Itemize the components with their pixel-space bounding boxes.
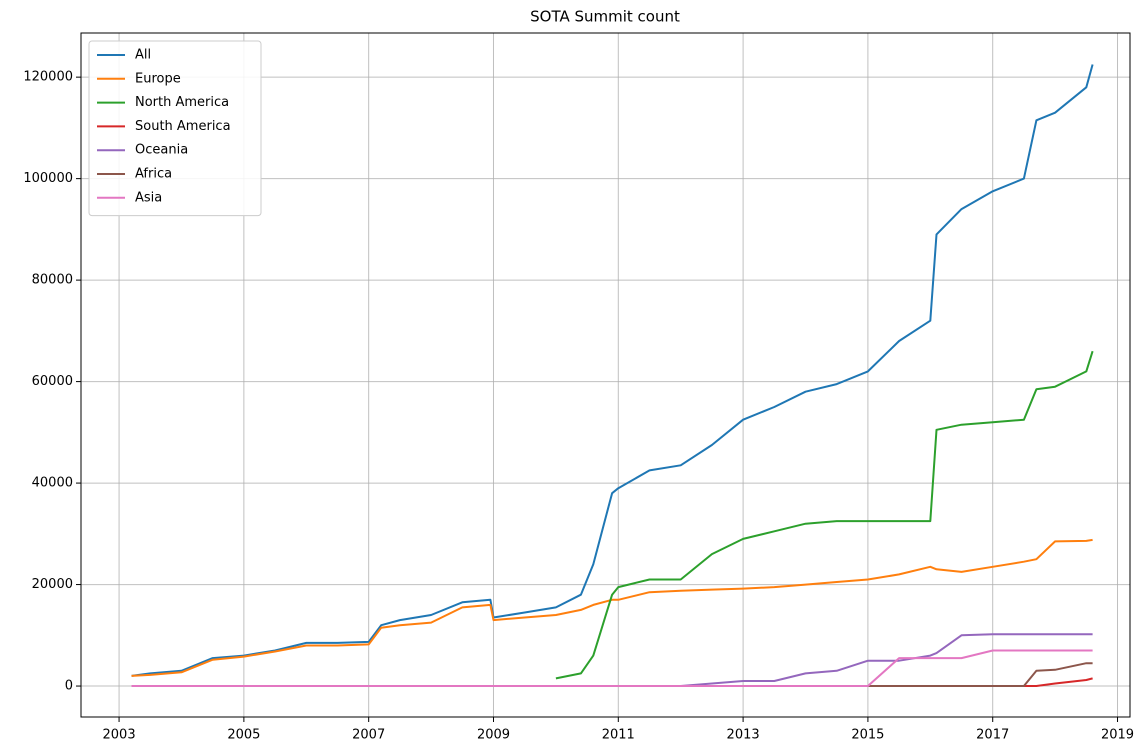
y-tick-label: 100000	[23, 171, 73, 186]
y-tick-label: 80000	[32, 273, 73, 288]
y-tick-label: 120000	[23, 70, 73, 85]
legend-label: Oceania	[135, 143, 188, 158]
x-tick-label: 2011	[602, 728, 635, 743]
legend-label: Africa	[135, 167, 172, 182]
series-line	[131, 677, 1093, 687]
x-tick-label: 2005	[227, 728, 260, 743]
y-tick-label: 60000	[32, 374, 73, 389]
legend-label: South America	[135, 119, 231, 134]
legend-box	[88, 40, 262, 217]
series-line	[131, 64, 1094, 677]
legend-label: Europe	[135, 71, 181, 86]
y-tick-label: 20000	[32, 577, 73, 592]
series-line	[131, 538, 1093, 677]
x-tick-label: 2013	[727, 728, 760, 743]
legend: All Europe North America South America Ocean…	[88, 40, 262, 217]
series-line	[555, 350, 1094, 680]
x-tick-label: 2007	[352, 728, 385, 743]
x-tick-label: 2019	[1101, 728, 1134, 743]
y-tick-label: 40000	[32, 476, 73, 491]
legend-label: Asia	[135, 190, 162, 205]
legend-label: North America	[135, 95, 229, 110]
x-tick-label: 2009	[477, 728, 510, 743]
x-tick-label: 2017	[976, 728, 1009, 743]
plot-frame	[80, 32, 1131, 718]
chart-title: SOTA Summit count	[530, 8, 680, 26]
series-line	[131, 633, 1093, 687]
x-tick-label: 2015	[851, 728, 884, 743]
y-tick-label: 0	[65, 679, 73, 694]
series-line	[131, 649, 1093, 687]
x-tick-label: 2003	[103, 728, 136, 743]
legend-label: All	[135, 48, 151, 63]
series-line	[131, 662, 1093, 687]
